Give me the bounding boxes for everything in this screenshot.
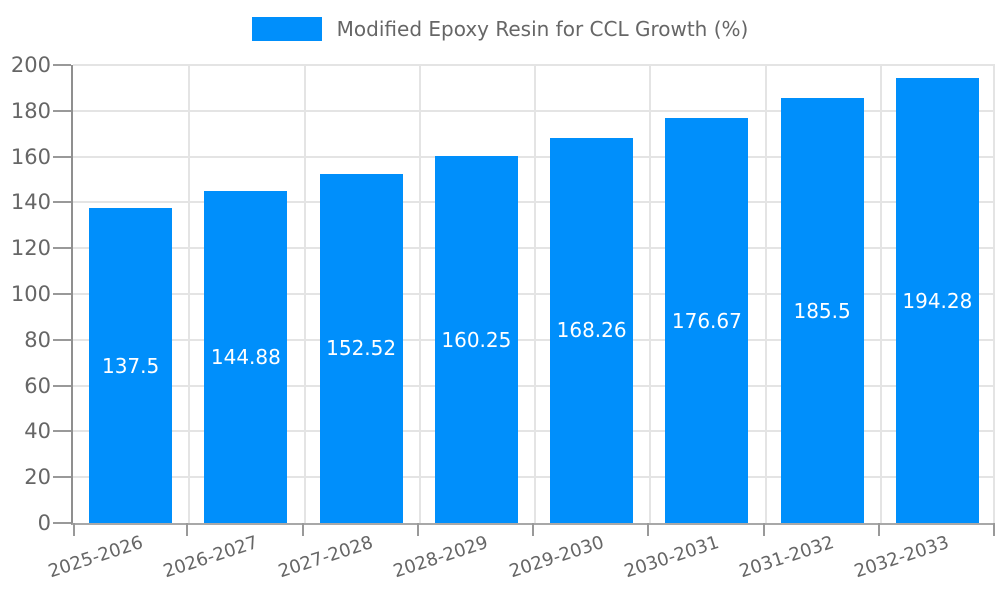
bar-value-label: 168.26 <box>556 318 627 343</box>
y-axis-tick <box>53 338 71 341</box>
bar-value-label: 160.25 <box>441 327 512 352</box>
bar-value-label: 152.52 <box>326 336 397 361</box>
y-axis-tick <box>53 522 71 524</box>
y-axis-label: 200 <box>10 53 51 77</box>
gridline-vertical <box>879 65 882 523</box>
y-axis-label: 20 <box>24 465 51 490</box>
y-axis-tick <box>53 64 71 66</box>
bar: 144.88 <box>204 191 288 523</box>
x-axis-tick <box>416 523 419 536</box>
bar: 168.26 <box>550 137 634 523</box>
y-axis-label: 180 <box>10 98 51 123</box>
gridline-vertical <box>418 65 421 523</box>
bar-value-label: 194.28 <box>902 288 973 313</box>
gridline-vertical <box>764 65 767 523</box>
bar: 194.28 <box>895 78 979 523</box>
bar-value-label: 137.5 <box>101 353 160 378</box>
bar: 137.5 <box>89 208 173 523</box>
gridline-vertical <box>188 65 191 523</box>
y-axis-tick <box>53 430 71 433</box>
x-axis-tick <box>877 523 880 536</box>
x-axis-tick <box>647 523 650 536</box>
x-axis-label: 2028-2029 <box>391 532 491 583</box>
legend-item[interactable]: Modified Epoxy Resin for CCL Growth (%) <box>0 17 1000 41</box>
x-axis-label: 2031-2032 <box>736 532 837 583</box>
y-axis-label: 100 <box>10 282 51 306</box>
bar: 152.52 <box>319 173 403 523</box>
legend-swatch-icon <box>251 17 322 41</box>
x-axis-tick <box>73 523 75 536</box>
plot-area: 0 20 40 60 80 100 120 140 160 180 200 137.5 144.88 15… <box>11 53 995 582</box>
x-axis-label: 2029-2030 <box>506 532 607 583</box>
gridline-vertical <box>303 65 306 523</box>
x-axis-tick <box>762 523 765 536</box>
y-axis-label: 80 <box>24 327 51 352</box>
y-axis-tick <box>53 293 71 295</box>
bar: 176.67 <box>665 118 749 523</box>
x-axis-label: 2030-2031 <box>621 532 722 583</box>
gridline-vertical <box>649 65 652 523</box>
bar: 185.5 <box>780 98 864 523</box>
y-axis-tick <box>53 201 71 204</box>
y-axis-label: 140 <box>10 190 51 215</box>
y-axis-label: 120 <box>10 236 51 261</box>
x-axis-label: 2026-2027 <box>160 532 261 583</box>
legend-label: Modified Epoxy Resin for CCL Growth (%) <box>336 17 749 41</box>
x-axis-label: 2027-2028 <box>275 532 376 583</box>
y-axis-label: 40 <box>24 419 51 444</box>
bar: 160.25 <box>434 156 518 523</box>
y-axis-tick <box>53 247 71 250</box>
bar-value-label: 176.67 <box>671 308 742 333</box>
gridline-vertical <box>993 65 995 523</box>
x-axis-label: 2032-2033 <box>852 532 952 583</box>
y-axis-label: 0 <box>37 511 51 535</box>
bar-value-label: 144.88 <box>210 345 281 370</box>
x-axis-tick <box>186 523 189 536</box>
y-axis-tick <box>53 384 71 387</box>
y-axis-label: 60 <box>24 373 51 398</box>
bar-value-label: 185.5 <box>793 298 851 323</box>
y-axis-label: 160 <box>10 144 51 169</box>
x-axis-tick <box>301 523 304 536</box>
y-axis-tick <box>53 476 71 479</box>
y-axis-tick <box>53 155 71 158</box>
gridline-vertical <box>534 65 536 523</box>
x-axis-label: 2025-2026 <box>45 532 146 583</box>
x-axis-tick <box>532 523 534 536</box>
y-axis-tick <box>53 109 71 112</box>
x-axis-tick <box>993 523 995 536</box>
